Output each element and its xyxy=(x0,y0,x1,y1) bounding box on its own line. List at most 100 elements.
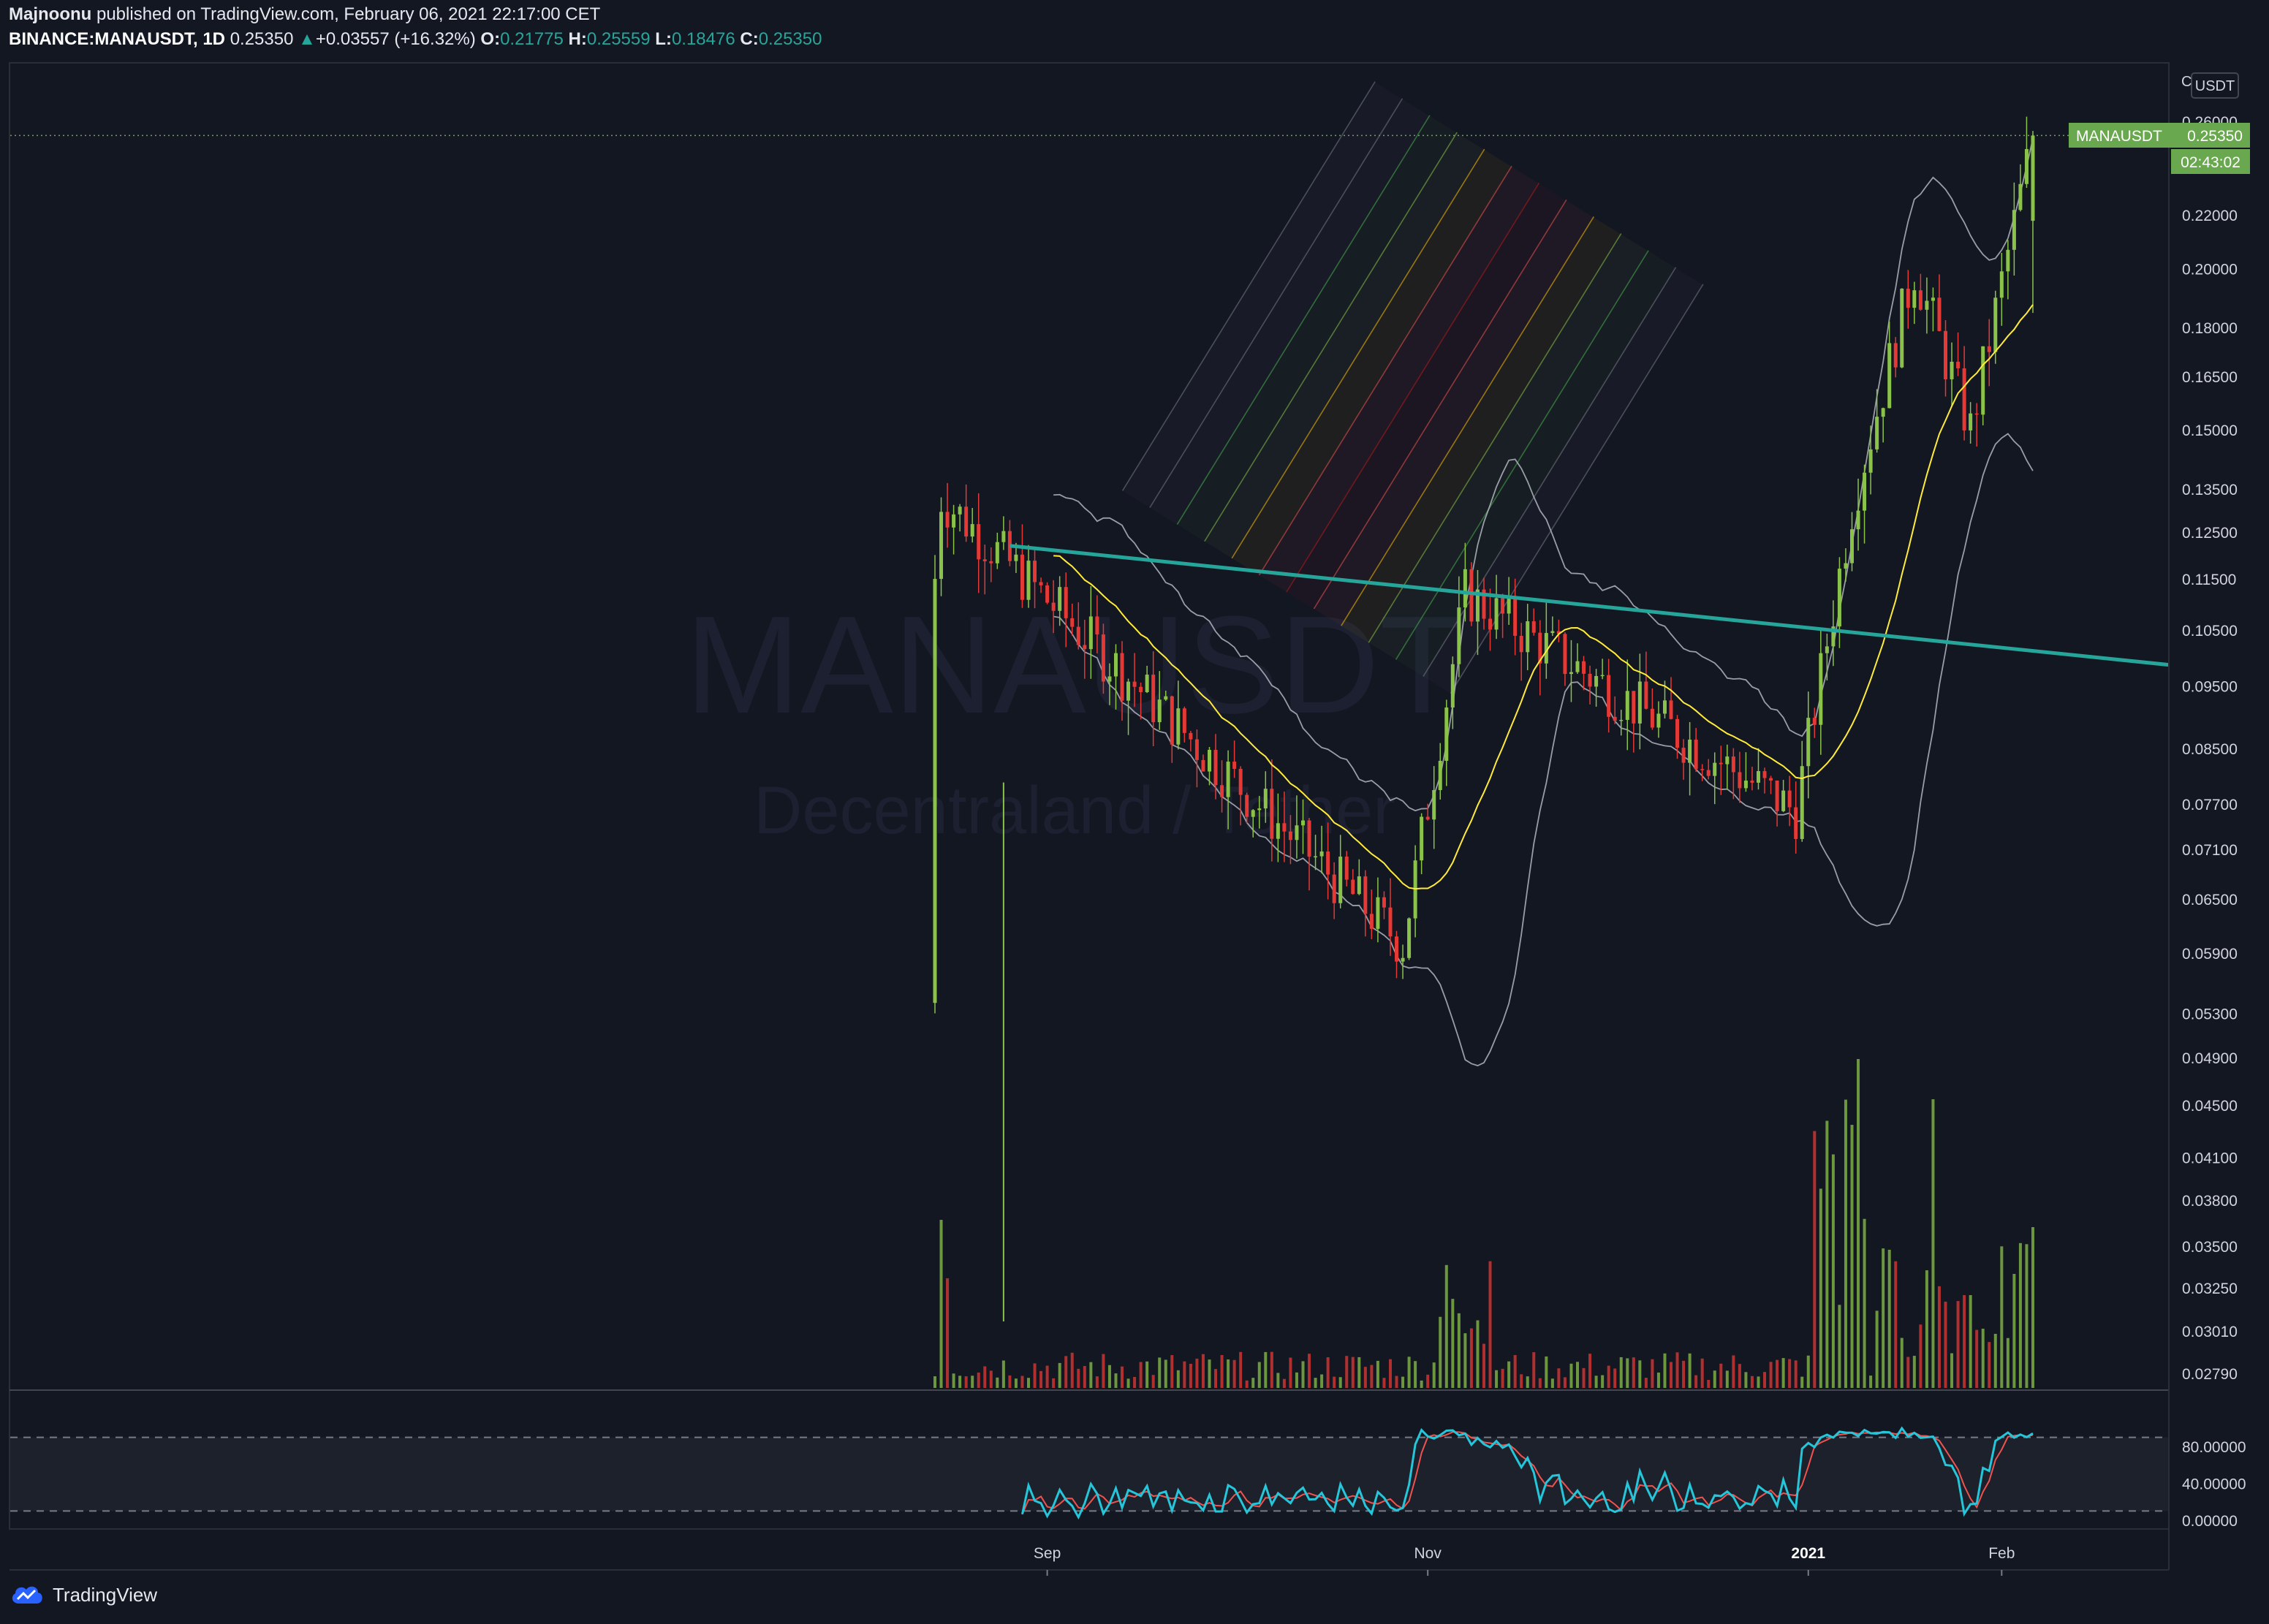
price-axis-label: 0.03500 xyxy=(2182,1239,2238,1256)
candle xyxy=(1139,682,1143,720)
price-axis-label: 0.05300 xyxy=(2182,1006,2238,1023)
candle xyxy=(1475,569,1480,656)
volume-bar xyxy=(1195,1358,1199,1388)
volume-bar xyxy=(1014,1378,1018,1388)
currency-badge[interactable] xyxy=(2191,72,2239,99)
candle-body xyxy=(1544,633,1548,664)
candle xyxy=(1937,274,1942,332)
volume-bar xyxy=(1682,1360,1686,1388)
candle xyxy=(1575,643,1580,675)
trendline[interactable] xyxy=(1010,544,2169,667)
candle-body xyxy=(1531,621,1536,633)
candle xyxy=(1376,877,1380,943)
volume-bar xyxy=(1738,1364,1741,1388)
fib-channel-line xyxy=(1231,148,1485,559)
volume-bar xyxy=(2025,1244,2029,1388)
candle-body xyxy=(995,542,999,564)
volume-bar xyxy=(1975,1329,1979,1388)
candle-body xyxy=(1550,631,1555,634)
open-value: 0.21775 xyxy=(500,29,564,49)
volume-bar xyxy=(1563,1377,1567,1388)
candle-body xyxy=(945,512,950,528)
candle xyxy=(1245,792,1249,824)
price-axis-label: 0.11500 xyxy=(2182,572,2236,588)
volume-bar xyxy=(1395,1376,1398,1388)
candle xyxy=(1987,319,1991,387)
candle xyxy=(1944,320,1948,397)
publish-info: Majnoonu published on TradingView.com, F… xyxy=(9,4,600,25)
candle xyxy=(1950,342,1954,406)
candle-body xyxy=(1856,510,1860,530)
candle-body xyxy=(1357,876,1361,895)
candle xyxy=(1058,576,1062,626)
candle-body xyxy=(1226,762,1230,797)
candle xyxy=(1625,659,1629,751)
volume-bar xyxy=(1700,1358,1704,1388)
volume-bar xyxy=(1388,1359,1392,1388)
candle-body xyxy=(1925,300,1929,310)
volume-bar xyxy=(1663,1353,1667,1388)
volume-bar xyxy=(1569,1363,1573,1388)
volume-bars xyxy=(933,1059,2034,1388)
axes: SepNov2021FebAprJun0.260000.220000.20000… xyxy=(1034,114,2246,1576)
volume-bar xyxy=(1825,1120,1829,1388)
candle xyxy=(1881,407,1885,443)
candle xyxy=(1644,651,1648,710)
watermark-name: Decentraland / Tether xyxy=(754,773,1395,848)
volume-bar xyxy=(1969,1295,1972,1388)
volume-bar xyxy=(1045,1365,1049,1388)
candle xyxy=(1064,572,1068,648)
candle xyxy=(1507,577,1511,626)
candle xyxy=(1756,748,1760,790)
volume-bar xyxy=(1732,1355,1735,1388)
candle xyxy=(1531,608,1536,636)
volume-bar xyxy=(1501,1368,1504,1388)
candle xyxy=(1276,793,1280,862)
volume-bar xyxy=(1875,1310,1879,1388)
candle-body xyxy=(1974,413,1979,415)
volume-bar xyxy=(1813,1131,1817,1388)
price-axis-label: 0.08500 xyxy=(2182,741,2238,758)
candle xyxy=(1095,595,1099,654)
symbol-label[interactable]: BINANCE:MANAUSDT, 1D xyxy=(9,29,226,49)
volume-bar xyxy=(1937,1286,1941,1388)
candle-body xyxy=(1064,587,1068,618)
volume-bar xyxy=(1882,1248,1885,1388)
main-series xyxy=(10,81,2169,1388)
candle-body xyxy=(1145,675,1149,692)
candle-body xyxy=(1388,907,1393,937)
volume-bar xyxy=(1107,1365,1111,1388)
candle-body xyxy=(1887,343,1892,409)
candle-body xyxy=(1151,675,1156,723)
candle-body xyxy=(1407,918,1412,958)
volume-bar xyxy=(1121,1366,1124,1388)
candle xyxy=(1863,464,1867,544)
candle-body xyxy=(1756,771,1760,783)
candle xyxy=(1438,743,1442,800)
candle xyxy=(1806,691,1811,799)
tradingview-brand[interactable]: TradingView xyxy=(53,1583,158,1606)
volume-bar xyxy=(1376,1360,1379,1388)
candle-body xyxy=(964,506,969,537)
tradingview-cloud-icon xyxy=(12,1586,42,1604)
candle xyxy=(1395,930,1399,979)
candle xyxy=(1713,752,1717,805)
candle-body xyxy=(1513,597,1518,636)
candle-body xyxy=(1607,675,1611,717)
tradingview-footer[interactable]: TradingView xyxy=(9,1583,157,1606)
candle xyxy=(1363,870,1368,937)
candle xyxy=(1974,403,1979,447)
volume-bar xyxy=(1183,1361,1186,1388)
volume-bar xyxy=(1070,1352,1074,1388)
candle xyxy=(1207,747,1211,786)
volume-bar xyxy=(1869,1376,1873,1388)
candle-body xyxy=(1001,531,1006,542)
volume-bar xyxy=(1719,1363,1723,1388)
candle xyxy=(1176,680,1181,750)
candle-body xyxy=(1519,635,1523,653)
candle xyxy=(2006,240,2010,300)
candle xyxy=(1981,346,1985,426)
candle xyxy=(1088,585,1093,679)
author-name[interactable]: Majnoonu xyxy=(9,4,92,24)
